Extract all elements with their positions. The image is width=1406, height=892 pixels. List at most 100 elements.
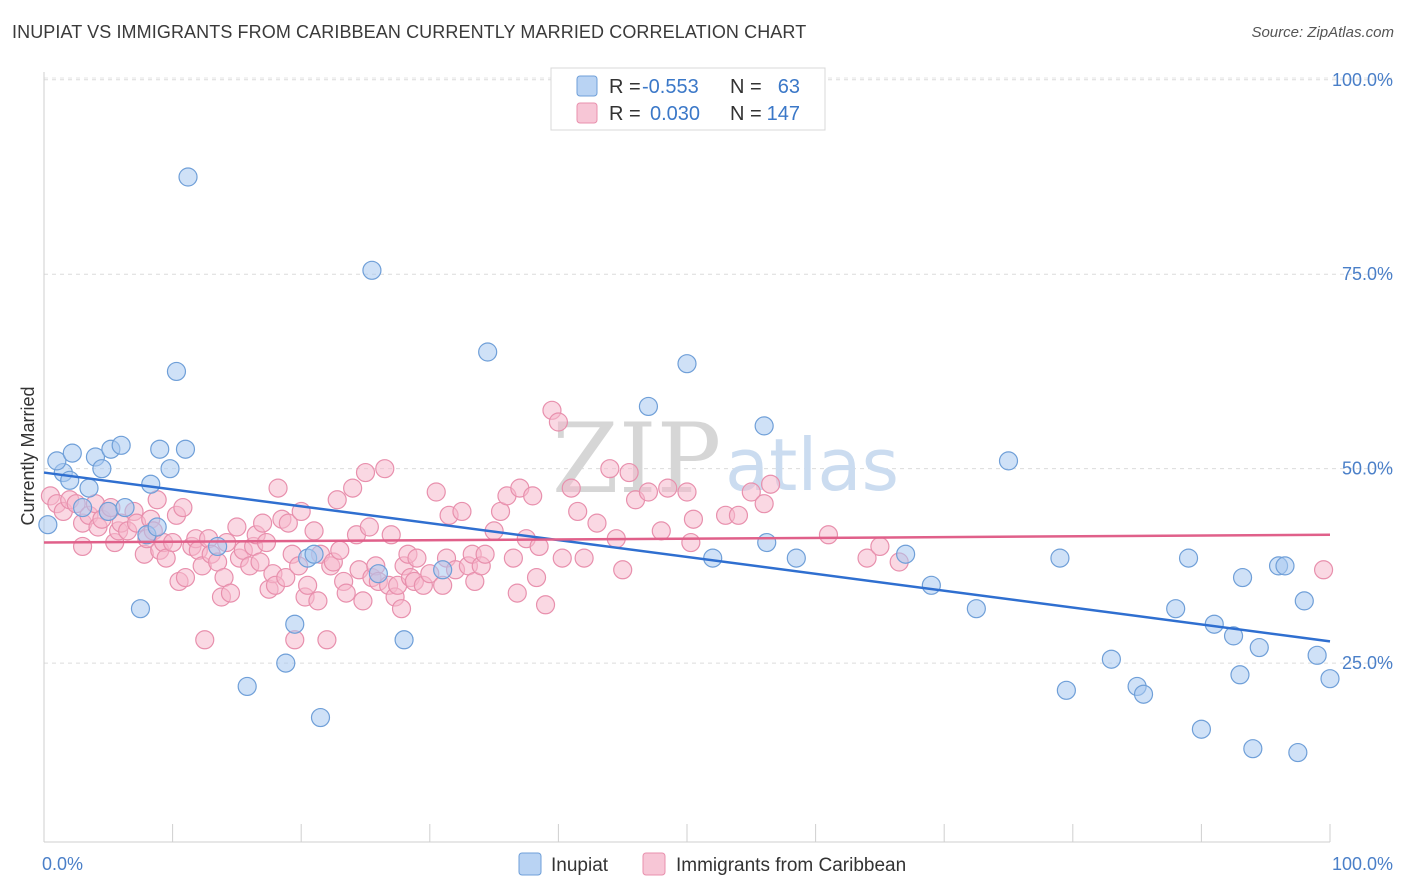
data-point — [741, 482, 761, 502]
data-point — [1056, 680, 1076, 700]
data-point — [92, 459, 112, 479]
legend-swatch-inupiat — [518, 852, 542, 876]
gridlines — [44, 77, 1392, 664]
data-point — [1191, 719, 1212, 739]
watermark: ZIP atlas — [552, 403, 899, 515]
data-point — [681, 532, 701, 553]
data-point — [317, 630, 337, 650]
data-point — [362, 260, 382, 280]
data-point — [818, 525, 839, 545]
data-point — [433, 560, 453, 580]
data-point — [613, 560, 633, 580]
data-point — [587, 513, 607, 533]
data-point — [426, 482, 446, 502]
data-point — [391, 599, 412, 619]
data-point — [574, 548, 594, 568]
trendlines — [43, 471, 1331, 643]
data-point — [1320, 669, 1340, 689]
series-legend: Inupiat Immigrants from Caribbean — [518, 852, 906, 876]
data-point — [394, 630, 414, 650]
data-point — [1230, 665, 1250, 685]
data-point — [250, 552, 270, 572]
data-point — [754, 416, 774, 436]
legend-swatch-caribbean — [642, 852, 666, 876]
data-point — [1178, 548, 1199, 568]
data-point — [870, 536, 890, 557]
legend-swatch-caribbean — [576, 102, 598, 124]
legend-n-label: N = — [730, 103, 762, 125]
data-point — [310, 707, 331, 728]
data-point — [568, 501, 588, 522]
data-point — [921, 575, 941, 595]
y-tick-labels: 100.0% 75.0% 50.0% 25.0% — [1332, 70, 1393, 673]
data-point — [1294, 591, 1314, 611]
data-point — [130, 599, 151, 619]
data-point — [160, 459, 180, 479]
data-point — [1101, 649, 1121, 669]
data-point — [757, 532, 777, 553]
trend-line — [43, 533, 1331, 544]
data-point — [79, 478, 99, 498]
data-point — [178, 167, 198, 187]
legend-n-value: 147 — [767, 103, 800, 125]
data-point — [552, 548, 572, 568]
data-point — [336, 583, 356, 603]
data-point — [619, 462, 639, 483]
data-point — [175, 567, 196, 588]
legend-r-value: -0.553 — [642, 76, 699, 98]
data-point — [38, 515, 58, 535]
data-point — [147, 517, 167, 537]
data-point — [1275, 556, 1295, 576]
data-point — [150, 439, 170, 459]
x-tick-label: 100.0% — [1332, 854, 1393, 874]
data-point — [896, 544, 916, 564]
data-point — [507, 583, 527, 603]
y-tick-label: 75.0% — [1342, 264, 1393, 284]
data-point — [368, 564, 388, 584]
data-point — [728, 505, 749, 525]
legend-item-inupiat: Inupiat — [551, 855, 609, 876]
data-point — [98, 501, 118, 522]
data-point — [535, 595, 556, 615]
legend-n-label: N = — [730, 76, 762, 98]
data-point — [998, 451, 1019, 471]
data-point — [760, 474, 781, 494]
data-point — [1307, 645, 1327, 665]
data-point — [308, 591, 328, 611]
legend-r-label: R = — [609, 103, 641, 125]
data-point — [359, 517, 379, 537]
data-point — [72, 536, 93, 557]
data-point — [651, 521, 671, 541]
data-point — [327, 490, 347, 510]
data-point — [1249, 637, 1269, 658]
data-point — [754, 494, 774, 514]
data-point — [683, 509, 704, 529]
data-point — [638, 396, 659, 417]
data-point — [407, 548, 427, 568]
data-point — [304, 544, 324, 564]
x-tick-labels: 0.0% 100.0% — [42, 854, 1393, 874]
data-point — [304, 521, 324, 541]
data-point — [452, 501, 472, 522]
data-point — [526, 567, 547, 588]
data-point — [195, 630, 215, 650]
data-point — [677, 354, 697, 374]
data-point — [1288, 742, 1308, 763]
data-point — [503, 548, 523, 568]
data-point — [276, 653, 296, 673]
data-point — [1133, 684, 1154, 704]
data-point — [111, 435, 131, 455]
data-point — [256, 532, 277, 553]
source-label: Source: ZipAtlas.com — [1251, 24, 1394, 41]
data-point — [966, 599, 986, 619]
data-point — [141, 474, 161, 494]
data-point — [208, 536, 228, 557]
data-point — [237, 676, 257, 697]
correlation-legend: R = -0.553 N = 63 R = 0.030 N = 147 — [550, 67, 826, 131]
legend-swatch-inupiat — [576, 75, 598, 97]
data-point — [677, 482, 697, 502]
series-inupiat — [38, 167, 1340, 763]
data-point — [268, 478, 288, 498]
data-point — [353, 591, 373, 611]
data-point — [375, 459, 395, 479]
